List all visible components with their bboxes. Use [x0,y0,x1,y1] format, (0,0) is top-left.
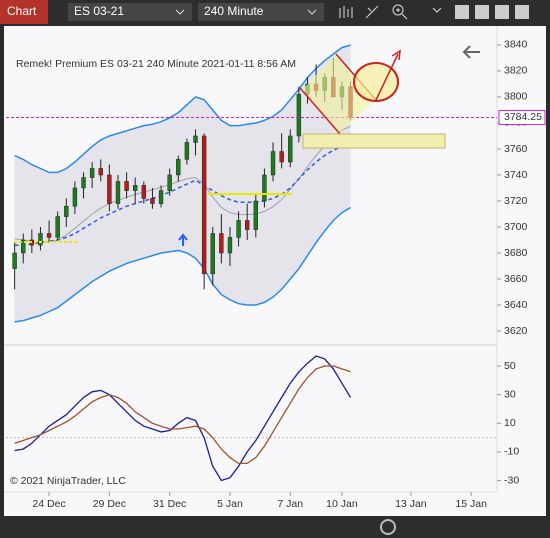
candle-body [12,252,17,269]
candle-body [288,135,293,163]
candle-body [201,135,207,275]
status-bar [0,516,550,538]
x-tick-label: 15 Jan [455,498,487,510]
y-tick-label: 3800 [504,91,528,103]
plot: 24 Dec 29 Dec 31 Dec 5 Jan 7 Jan 10 Jan 13 Jan… [6,39,546,510]
x-tick-label: 13 Jan [395,498,427,510]
candle-body [115,181,121,204]
candle-body [89,168,95,178]
x-tick-label: 24 Dec [32,498,65,510]
candle-body [184,142,190,160]
candle-body [296,94,302,137]
candle-body [176,159,181,176]
candle-body [167,174,172,191]
y-tick-label: -30 [504,474,519,486]
candle-body [279,151,284,163]
instrument-label: ES 03-21 [74,4,124,18]
candle-body [141,185,147,199]
instrument-select[interactable] [68,3,192,21]
candle-body [210,233,215,275]
dropdown-arrow [175,9,185,15]
y-tick-label: 30 [504,388,516,400]
y-tick-label: 50 [504,360,516,372]
y-tick-label: 3820 [504,65,528,77]
candle-body [55,216,60,238]
candle-body [21,239,26,254]
y-tick-label: 3680 [504,247,528,259]
x-tick-label: 7 Jan [277,498,303,510]
chart-tab-label: Chart [7,4,37,18]
last-price-label: 3784.25 [504,111,542,123]
oscillator-line [14,365,351,465]
copyright: © 2021 NinjaTrader, LLC [10,475,126,487]
interval-label: 240 Minute [204,4,264,18]
candle-body [64,205,69,217]
x-tick-label: 31 Dec [153,498,186,510]
candle-body [158,190,164,204]
x-tick-label: 5 Jan [217,498,243,510]
x-tick-label: 29 Dec [93,498,126,510]
candle-body [46,233,52,238]
restore[interactable] [475,5,489,19]
maximize[interactable] [495,5,509,19]
candle-body [81,177,86,189]
y-tick-label: 3760 [504,143,528,155]
logo-icon [380,519,396,535]
moving-average [14,141,351,246]
y-tick-label: 3620 [504,325,528,337]
candle-body [98,168,103,176]
candle-body [245,220,250,230]
chart-tab[interactable] [0,0,48,24]
band-upper [14,44,351,174]
y-tick-label: 10 [504,417,516,429]
dropdown-arrow [307,9,317,15]
candle-body [193,135,198,143]
candle-body [133,185,138,191]
chart-info: Remek! Premium ES 03-21 240 Minute 2021-… [16,58,296,70]
y-tick-label: 3660 [504,273,528,285]
candle-body [107,174,112,204]
y-tick-label: 3640 [504,299,528,311]
last-price-box [498,109,546,125]
oscillator-line [14,355,352,482]
y-tick-label: -10 [504,446,519,458]
y-tick-label: 3720 [504,195,528,207]
band-fill [14,44,351,322]
candle-body [236,220,241,238]
candle-body [262,174,267,202]
y-tick-label: 3740 [504,169,528,181]
candle-body [270,151,276,176]
candle-body [253,200,258,230]
x-tick-label: 10 Jan [326,498,358,510]
logo: NINJATRADER® [400,522,492,534]
close[interactable] [515,5,529,19]
band-lower [14,206,351,323]
candle-body [219,233,224,254]
candle-body [72,187,78,207]
minimize[interactable] [455,5,469,19]
drawings [14,45,480,246]
y-tick-label: 3840 [504,39,528,51]
candle-body [124,181,129,191]
candle-body [227,237,233,254]
interval-select[interactable] [198,3,324,21]
candle-body [38,233,43,246]
candle-body [150,198,155,204]
toolbar-icons[interactable] [339,4,442,20]
y-tick-label: 3700 [504,221,528,233]
